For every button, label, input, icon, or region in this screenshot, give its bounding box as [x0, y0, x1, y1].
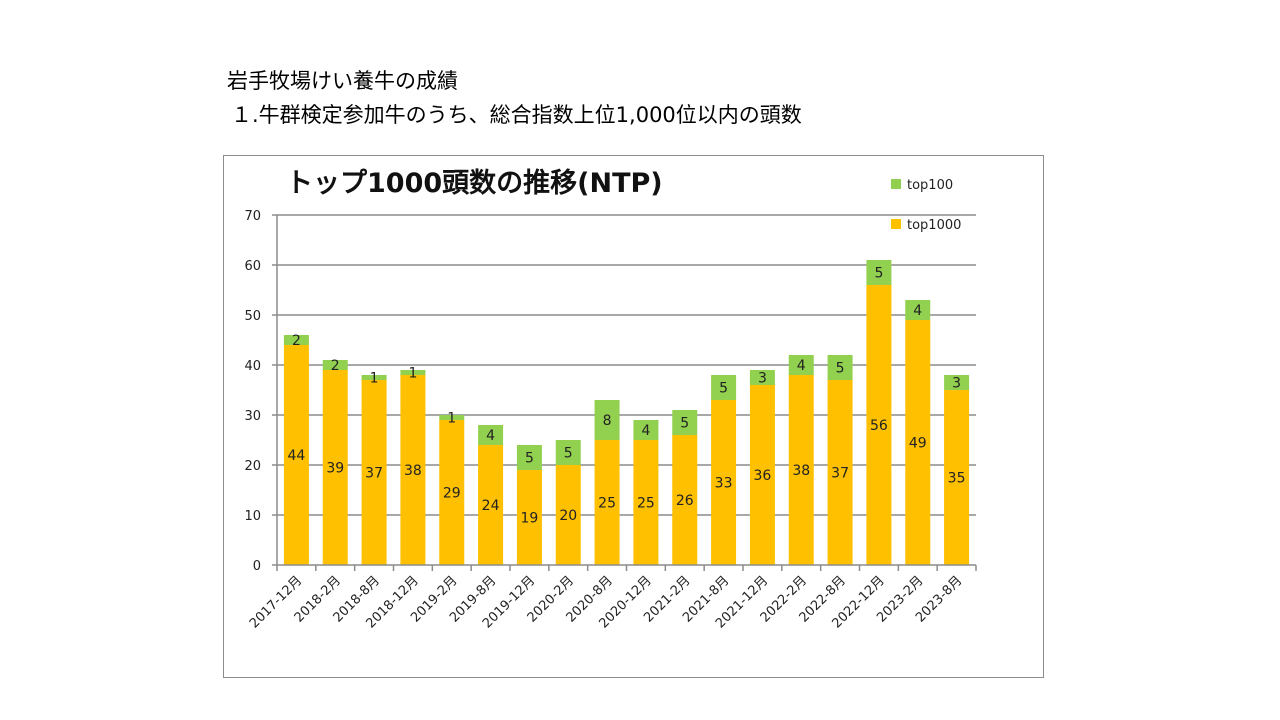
- bar-top1000: [594, 440, 620, 565]
- bar-top100: [516, 445, 542, 470]
- slide-subtitle: １.牛群検定参加牛のうち、総合指数上位1,000位以内の頭数: [231, 103, 802, 127]
- bar-top1000: [788, 375, 814, 565]
- bar-top100: [478, 425, 504, 445]
- data-label-top1000: 19: [521, 511, 539, 527]
- bar-top100: [283, 335, 309, 345]
- data-label-top1000: 24: [482, 498, 500, 514]
- y-tick-label: 50: [244, 309, 261, 324]
- bar-top100: [361, 375, 387, 380]
- bar-top100: [322, 360, 348, 370]
- yellow-square-icon: [891, 219, 901, 229]
- data-label-top100: 3: [758, 371, 767, 387]
- bar-top100: [439, 415, 465, 420]
- data-label-top1000: 49: [909, 436, 927, 452]
- bar-top100: [555, 440, 581, 465]
- y-tick-label: 60: [244, 259, 261, 274]
- chart-title: トップ1000頭数の推移(NTP): [286, 168, 663, 199]
- bar-top100: [711, 375, 737, 400]
- bar-top1000: [711, 400, 737, 565]
- bar-top1000: [749, 385, 775, 565]
- bar-top100: [594, 400, 620, 440]
- bar-top100: [633, 420, 659, 440]
- data-label-top100: 4: [641, 423, 650, 439]
- bar-top1000: [672, 435, 698, 565]
- bar-top1000: [944, 390, 970, 565]
- chart-frame: トップ1000頭数の推移(NTP) 0 10 20 30 40 50 60 70 44 2 39 2…: [223, 155, 1044, 678]
- bar-top1000: [905, 320, 931, 565]
- bar-top1000: [516, 470, 542, 565]
- bar-top100: [827, 355, 853, 380]
- bar-top1000: [361, 380, 387, 565]
- data-label-top100: 5: [564, 446, 573, 462]
- y-tick-label: 10: [244, 509, 261, 524]
- bar-top100: [905, 300, 931, 320]
- bar-top1000: [439, 420, 465, 565]
- y-tick-label: 0: [253, 559, 261, 574]
- data-label-top1000: 44: [288, 448, 306, 464]
- data-label-top1000: 33: [715, 476, 733, 492]
- data-label-top1000: 38: [792, 463, 810, 479]
- green-square-icon: [891, 179, 901, 189]
- bar-top1000: [283, 345, 309, 565]
- data-label-top100: 5: [836, 361, 845, 377]
- data-label-top1000: 25: [637, 496, 655, 512]
- data-label-top1000: 35: [948, 471, 966, 487]
- bars: 4423923713812912441952052582542653353633…: [283, 260, 970, 565]
- bar-top100: [749, 370, 775, 385]
- data-label-top100: 1: [447, 411, 456, 427]
- bar-top1000: [827, 380, 853, 565]
- y-tick-label: 70: [244, 209, 261, 224]
- data-label-top100: 4: [913, 303, 922, 319]
- data-label-top1000: 37: [831, 466, 849, 482]
- bar-top100: [788, 355, 814, 375]
- bar-top1000: [866, 285, 892, 565]
- bar-top100: [400, 370, 426, 375]
- bar-top100: [866, 260, 892, 285]
- data-label-top100: 1: [370, 371, 379, 387]
- bar-top1000: [478, 445, 504, 565]
- bar-top1000: [400, 375, 426, 565]
- data-label-top1000: 20: [559, 508, 577, 524]
- data-label-top100: 4: [486, 428, 495, 444]
- y-tick-label: 20: [244, 459, 261, 474]
- legend-label: top1000: [907, 218, 961, 233]
- data-label-top1000: 39: [326, 461, 344, 477]
- data-label-top100: 5: [719, 381, 728, 397]
- data-label-top1000: 38: [404, 463, 422, 479]
- data-label-top100: 4: [797, 358, 806, 374]
- data-label-top100: 2: [331, 358, 340, 374]
- y-tick-label: 30: [244, 409, 261, 424]
- data-label-top1000: 29: [443, 486, 461, 502]
- data-label-top1000: 36: [754, 468, 772, 484]
- y-tick-label: 40: [244, 359, 261, 374]
- data-label-top1000: 56: [870, 418, 888, 434]
- data-label-top100: 5: [874, 266, 883, 282]
- bar-top1000: [633, 440, 659, 565]
- data-label-top100: 1: [408, 366, 417, 382]
- slide-title: 岩手牧場けい養牛の成績: [227, 69, 458, 93]
- x-axis: 2017-12月2018-2月2018-8月2018-12月2019-2月201…: [247, 564, 977, 631]
- data-label-top100: 2: [292, 333, 301, 349]
- legend: top100 top1000: [891, 178, 961, 233]
- bar-top100: [944, 375, 970, 390]
- y-axis: 0 10 20 30 40 50 60 70: [244, 209, 278, 574]
- data-label-top100: 3: [952, 376, 961, 392]
- bar-top1000: [322, 370, 348, 565]
- bar-top100: [672, 410, 698, 435]
- legend-label: top100: [907, 178, 953, 193]
- bar-top1000: [555, 465, 581, 565]
- data-label-top1000: 26: [676, 493, 694, 509]
- x-tick-label: 2017-12月: [247, 573, 305, 631]
- data-label-top100: 5: [680, 416, 689, 432]
- data-label-top1000: 37: [365, 466, 383, 482]
- data-label-top1000: 25: [598, 496, 616, 512]
- data-label-top100: 8: [603, 413, 612, 429]
- gridlines: [277, 214, 976, 516]
- data-label-top100: 5: [525, 451, 534, 467]
